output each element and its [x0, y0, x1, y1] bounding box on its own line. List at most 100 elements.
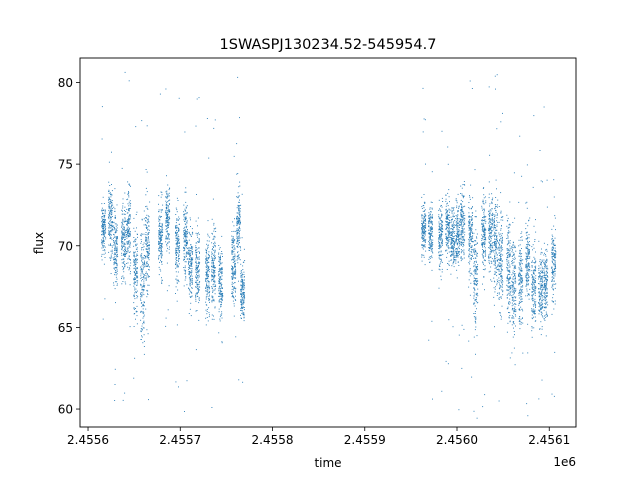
data-point: [167, 201, 169, 202]
data-point: [475, 210, 477, 212]
data-point: [197, 295, 199, 297]
data-point: [136, 311, 138, 313]
data-point: [124, 217, 126, 219]
data-point: [110, 257, 111, 259]
data-point: [493, 277, 495, 279]
data-point: [126, 229, 128, 231]
data-point: [456, 223, 458, 225]
data-point: [468, 286, 470, 288]
data-point: [483, 276, 485, 278]
data-point: [177, 256, 179, 258]
data-point: [189, 279, 191, 280]
data-point: [474, 283, 476, 284]
data-point: [190, 265, 192, 267]
data-point: [470, 216, 472, 218]
data-point: [439, 263, 441, 265]
data-point: [146, 254, 148, 256]
data-point: [473, 266, 475, 268]
data-point: [211, 287, 213, 289]
data-point: [421, 231, 423, 233]
data-point: [103, 203, 105, 204]
data-point: [469, 233, 471, 235]
data-point: [214, 255, 215, 257]
data-point: [123, 271, 125, 273]
data-point: [484, 251, 485, 253]
data-point: [422, 217, 424, 219]
data-point: [500, 256, 501, 258]
data-point: [473, 252, 475, 254]
data-point: [108, 229, 110, 231]
data-point: [158, 232, 160, 234]
data-point: [231, 272, 233, 274]
data-point: [453, 236, 455, 238]
data-point: [423, 240, 424, 242]
data-point: [496, 224, 498, 226]
data-point: [448, 263, 450, 265]
data-point: [244, 294, 245, 296]
data-point: [482, 246, 484, 248]
data-point: [109, 223, 110, 225]
data-point: [490, 253, 492, 255]
data-point: [451, 254, 453, 256]
data-point: [219, 260, 221, 262]
data-point: [109, 236, 111, 238]
data-point: [126, 241, 128, 243]
data-point: [473, 277, 475, 279]
data-point: [165, 225, 167, 227]
data-point: [108, 244, 110, 246]
data-point: [167, 242, 169, 244]
data-point: [446, 221, 448, 223]
data-point: [212, 269, 214, 271]
data-point: [148, 241, 150, 243]
data-point: [461, 207, 463, 209]
data-point: [494, 244, 496, 246]
data-point: [109, 201, 111, 203]
data-point: [208, 287, 210, 289]
data-point: [446, 221, 448, 223]
data-point: [124, 230, 126, 231]
data-point: [451, 235, 452, 236]
data-point: [459, 242, 460, 244]
data-point: [496, 260, 498, 262]
data-point: [188, 239, 190, 241]
data-point: [238, 208, 240, 210]
data-point: [422, 221, 424, 223]
data-point: [111, 202, 112, 204]
data-point: [244, 276, 245, 278]
data-point: [243, 271, 245, 273]
data-point: [498, 268, 500, 270]
data-point: [449, 234, 451, 236]
data-point: [476, 284, 478, 286]
data-point: [188, 263, 189, 265]
data-point: [498, 273, 500, 275]
data-point: [212, 269, 214, 271]
data-point: [495, 229, 497, 231]
data-point: [103, 231, 105, 233]
data-point: [234, 287, 236, 289]
data-point: [122, 234, 124, 236]
data-point: [232, 272, 234, 274]
data-point: [496, 235, 498, 237]
data-point: [140, 271, 142, 273]
data-point: [242, 273, 243, 275]
data-point: [432, 398, 433, 400]
data-point: [234, 239, 236, 241]
data-point: [468, 340, 470, 342]
data-point: [498, 241, 500, 243]
data-point: [438, 231, 440, 233]
data-point: [494, 326, 495, 328]
data-point: [165, 210, 166, 212]
data-point: [158, 224, 160, 226]
data-point: [488, 247, 490, 249]
data-point: [197, 287, 199, 289]
data-point: [493, 287, 495, 289]
data-point: [143, 294, 145, 296]
data-point: [130, 202, 132, 204]
data-point: [135, 265, 136, 267]
data-point: [114, 274, 116, 276]
data-point: [471, 273, 473, 275]
data-point: [447, 215, 448, 217]
data-point: [460, 204, 462, 205]
data-point: [168, 200, 170, 201]
data-point: [445, 237, 447, 239]
